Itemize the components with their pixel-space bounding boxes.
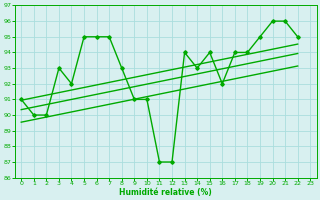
X-axis label: Humidité relative (%): Humidité relative (%) [119,188,212,197]
